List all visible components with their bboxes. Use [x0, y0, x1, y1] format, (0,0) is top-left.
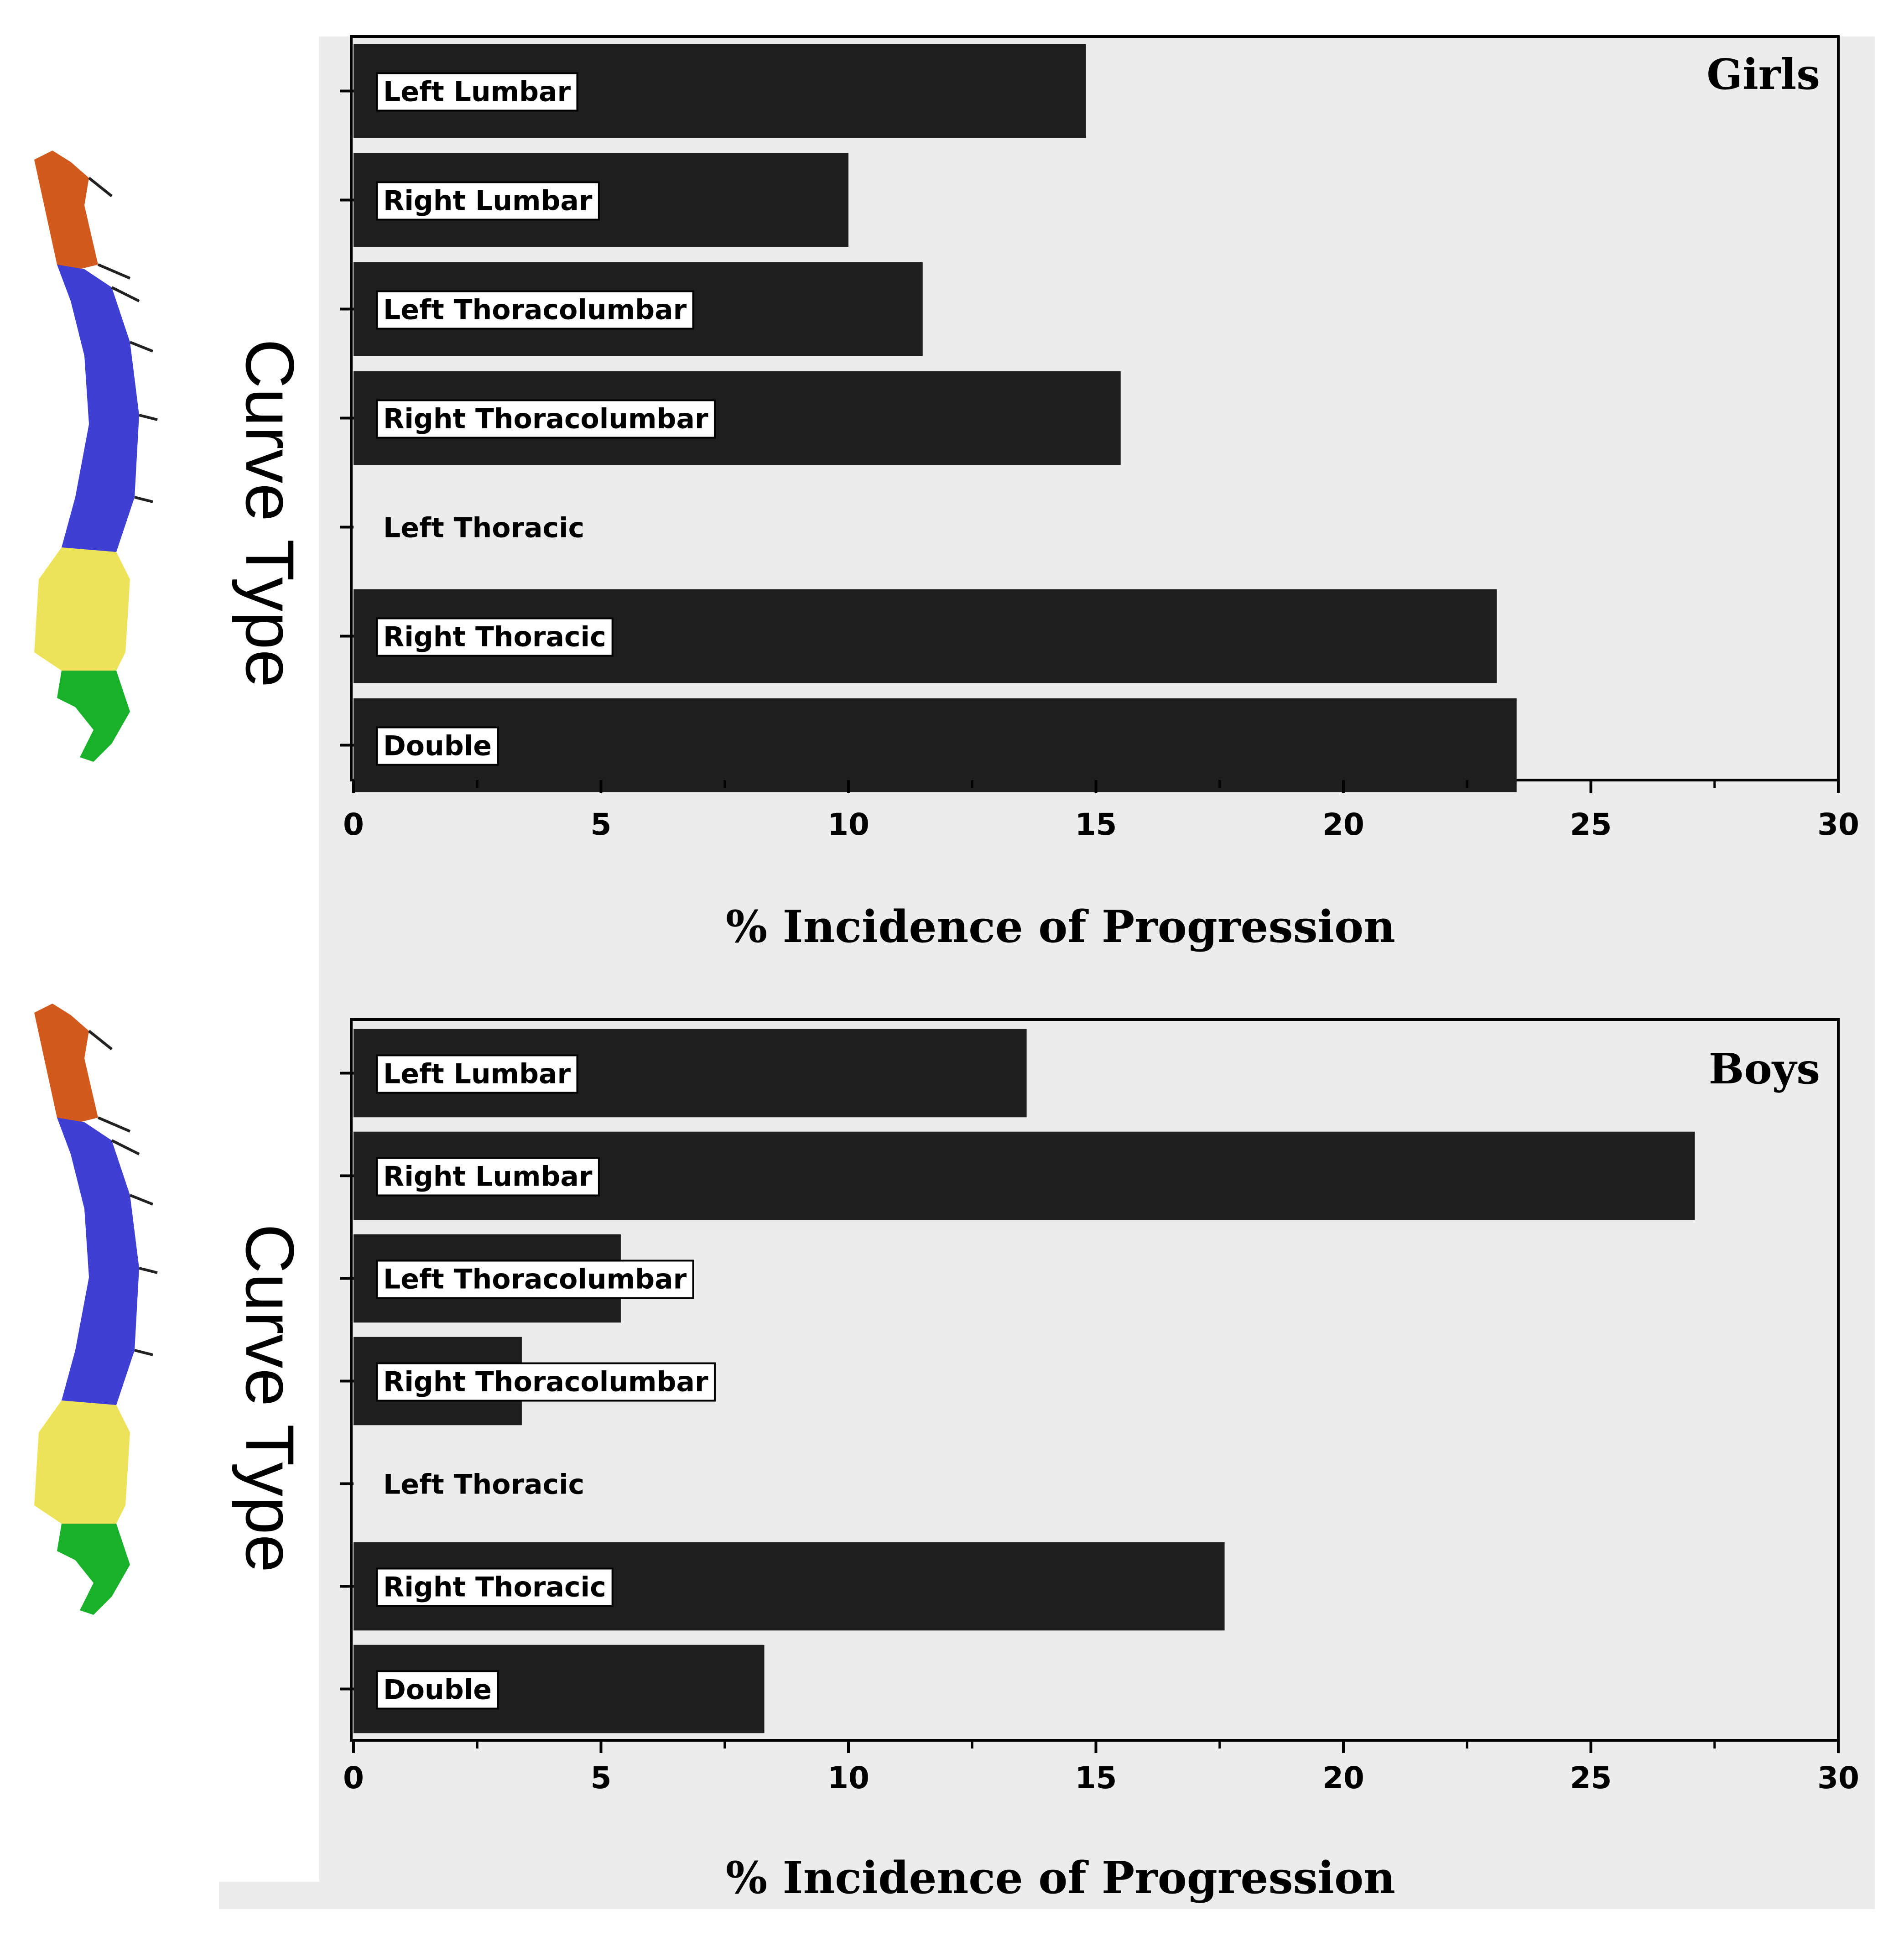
category-label-box: [376, 290, 694, 330]
category-label: Right Lumbar: [383, 185, 593, 217]
boys-panel: Boys Curve Type % Incidence of Progressi…: [232, 1018, 1859, 1904]
category-label: Left Thoracic: [383, 512, 584, 544]
category-label-box: [376, 1157, 600, 1197]
category-label: Right Thoracolumbar: [383, 1366, 708, 1398]
bar-group: Right Thoracic: [354, 1542, 1225, 1631]
category-label: Right Thoracolumbar: [383, 403, 708, 435]
x-tick-label: 15: [1075, 1760, 1117, 1795]
x-tick-label: 5: [591, 1760, 612, 1795]
category-label-box: [376, 181, 600, 221]
x-tick-label: 20: [1322, 807, 1364, 842]
x-tick-label: 30: [1817, 807, 1859, 842]
bar-group: Left Thoracolumbar: [354, 262, 923, 356]
x-tick-label: 25: [1570, 807, 1612, 842]
girls-panel: Girls Curve Type % Incidence of Progress…: [232, 35, 1859, 952]
x-axis-label: % Incidence of Progression: [726, 1852, 1395, 1904]
category-label-box: [376, 1259, 694, 1299]
x-tick-label: 0: [343, 807, 364, 842]
category-label-box: [376, 1567, 614, 1607]
category-label: Double: [383, 730, 492, 762]
bar-group: Left Lumbar: [354, 44, 1086, 138]
category-label-box: [376, 399, 716, 439]
panel-label: Boys: [1709, 1044, 1820, 1093]
x-tick-label: 10: [827, 1760, 869, 1795]
figure-background-bottom-strip: [219, 1882, 1875, 1909]
category-label: Double: [383, 1674, 492, 1706]
bar-group: Right Lumbar: [354, 1131, 1695, 1220]
bar-group: Left Thoracic: [383, 512, 584, 544]
category-label: Right Thoracic: [383, 621, 606, 653]
category-label-box: [376, 726, 499, 766]
x-tick-label: 30: [1817, 1760, 1859, 1795]
category-label: Left Lumbar: [383, 76, 571, 108]
x-tick-label: 10: [827, 807, 869, 842]
x-tick-label: 0: [343, 1760, 364, 1795]
category-label: Right Lumbar: [383, 1161, 593, 1193]
x-axis-label: % Incidence of Progression: [726, 901, 1395, 952]
category-label-box: [376, 1054, 578, 1094]
category-label-box: [376, 617, 614, 657]
panel-label: Girls: [1706, 50, 1820, 99]
category-label-box: [376, 72, 578, 112]
category-label-box: [376, 1670, 499, 1710]
x-tick-label: 15: [1075, 807, 1117, 842]
bar-group: Left Thoracic: [383, 1469, 584, 1501]
bar-group: Right Thoracolumbar: [354, 371, 1121, 465]
category-label: Right Thoracic: [383, 1572, 606, 1603]
x-tick-label: 25: [1570, 1760, 1612, 1795]
bar-group: Left Thoracolumbar: [354, 1234, 694, 1323]
bar-group: Left Lumbar: [354, 1029, 1027, 1118]
y-axis-label: Curve Type: [232, 1224, 308, 1572]
category-label: Left Thoracolumbar: [383, 1264, 687, 1296]
x-tick-label: 5: [591, 807, 612, 842]
bar-group: Right Thoracic: [354, 589, 1497, 683]
spine-illustration-icon: [34, 151, 158, 762]
spine-illustration-icon: [34, 1004, 158, 1615]
category-label-box: [376, 1362, 716, 1402]
y-axis-label: Curve Type: [232, 339, 308, 687]
category-label: Left Lumbar: [383, 1058, 571, 1090]
category-label: Left Thoracic: [383, 1469, 584, 1501]
bar-group: Right Lumbar: [354, 153, 848, 247]
bar-group: Right Thoracolumbar: [354, 1337, 716, 1426]
x-tick-label: 20: [1322, 1760, 1364, 1795]
bar: [354, 698, 1517, 792]
category-label: Left Thoracolumbar: [383, 294, 687, 326]
bar-group: Double: [354, 1645, 765, 1733]
bar-group: Double: [354, 698, 1517, 792]
